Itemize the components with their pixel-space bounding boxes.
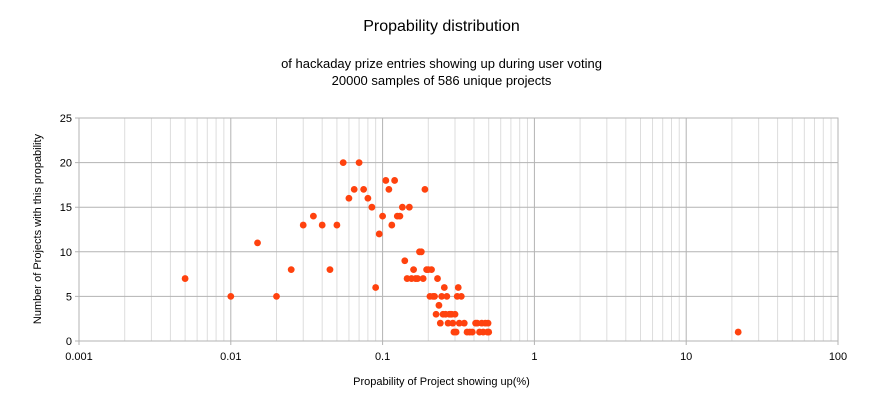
data-point <box>417 248 425 256</box>
data-point <box>457 293 465 300</box>
data-point <box>484 319 492 327</box>
data-point <box>414 275 421 282</box>
data-point <box>434 275 441 282</box>
chart-subtitle-line-1: of hackaday prize entries showing up dur… <box>281 56 602 71</box>
data-point <box>372 284 380 291</box>
chart-subtitle-line-2: 20000 samples of 586 unique projects <box>331 73 552 88</box>
data-point <box>396 212 404 220</box>
y-tick-label: 0 <box>66 336 72 348</box>
data-point <box>485 328 493 336</box>
data-point <box>309 212 317 220</box>
x-tick-label: 0.001 <box>65 351 93 363</box>
data-point <box>287 266 295 274</box>
data-point <box>460 319 468 327</box>
data-point <box>440 284 448 291</box>
plot-area-frame <box>78 117 839 342</box>
data-point <box>368 203 376 211</box>
data-point <box>444 319 452 327</box>
major-gridlines <box>75 117 839 345</box>
data-point <box>382 177 390 184</box>
y-tick-label: 5 <box>66 291 72 303</box>
data-point <box>431 293 438 300</box>
y-tick-label: 15 <box>60 202 72 214</box>
y-axis-label: Number of Projects with this propability <box>32 133 44 325</box>
y-tick-label: 10 <box>60 247 72 259</box>
data-point <box>454 284 462 291</box>
data-point <box>227 293 235 300</box>
x-axis-label: Propability of Project showing up(%) <box>353 376 530 388</box>
data-point <box>451 310 459 318</box>
data-point <box>360 185 368 193</box>
data-point <box>388 221 396 229</box>
data-point <box>350 185 358 193</box>
y-axis-ticks: 0 5 10 15 20 25 <box>60 113 72 348</box>
data-point <box>432 310 440 318</box>
y-tick-label: 20 <box>60 158 72 170</box>
data-point <box>410 266 417 274</box>
data-point <box>254 239 261 247</box>
data-point <box>421 185 429 193</box>
x-tick-label: 1 <box>531 351 537 363</box>
data-point <box>398 203 406 211</box>
data-point <box>734 328 742 336</box>
data-point <box>318 221 326 229</box>
data-point <box>385 185 393 193</box>
data-point <box>436 319 444 327</box>
data-point <box>405 203 413 211</box>
data-point <box>379 212 386 220</box>
data-point <box>449 319 457 327</box>
data-point <box>355 159 363 167</box>
data-point <box>401 257 409 265</box>
data-points <box>181 159 742 336</box>
x-tick-label: 100 <box>829 351 847 363</box>
data-point <box>438 293 446 300</box>
x-tick-label: 10 <box>680 351 692 363</box>
data-point <box>428 266 435 274</box>
data-point <box>339 159 347 167</box>
x-tick-label: 0.01 <box>220 351 241 363</box>
data-point <box>391 177 399 184</box>
data-point <box>364 194 372 202</box>
data-point <box>375 230 383 238</box>
data-point <box>299 221 307 229</box>
data-point <box>419 275 427 282</box>
data-point <box>435 301 443 309</box>
data-point <box>468 328 476 336</box>
chart-title: Propability distribution <box>363 18 520 35</box>
data-point <box>443 293 451 300</box>
data-point <box>326 266 334 274</box>
x-tick-label: 0.1 <box>375 351 390 363</box>
y-tick-label: 25 <box>60 113 72 125</box>
data-point <box>452 328 460 336</box>
x-axis-ticks: 0.001 0.01 0.1 1 10 100 <box>65 351 847 363</box>
data-point <box>333 221 341 229</box>
data-point <box>181 275 189 282</box>
data-point <box>455 319 463 327</box>
data-point <box>345 194 353 202</box>
minor-gridlines <box>124 118 832 341</box>
data-point <box>273 293 280 300</box>
